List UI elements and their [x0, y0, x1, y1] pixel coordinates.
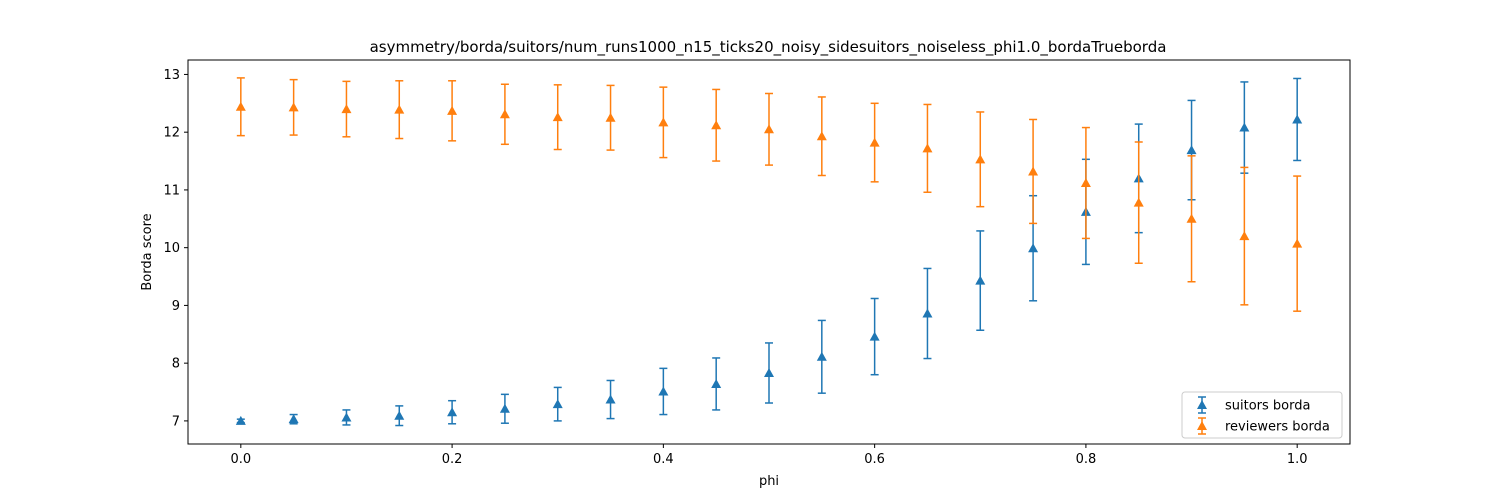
data-point-marker — [1080, 177, 1091, 187]
data-point-marker — [1239, 122, 1250, 132]
data-point-marker — [605, 394, 616, 404]
x-tick-label: 0.4 — [653, 452, 674, 467]
data-point-marker — [341, 412, 352, 422]
data-point-marker — [288, 102, 299, 112]
data-point-marker — [499, 109, 510, 119]
data-point-marker — [869, 137, 880, 147]
data-point-marker — [499, 403, 510, 413]
data-point-marker — [1186, 213, 1197, 223]
data-point-marker — [552, 112, 563, 122]
x-axis-label: phi — [759, 474, 779, 489]
data-point-marker — [1186, 145, 1197, 155]
data-point-marker — [658, 117, 669, 127]
data-point-marker — [1292, 238, 1303, 248]
data-point-marker — [764, 367, 774, 377]
chart-title: asymmetry/borda/suitors/num_runs1000_n15… — [370, 38, 1167, 57]
series-reviewers — [235, 77, 1303, 312]
series-layer — [235, 77, 1303, 427]
plot-area-frame — [187, 59, 1351, 445]
x-tick-label: 0.8 — [1076, 452, 1097, 467]
legend-box — [1181, 391, 1343, 439]
data-point-marker — [394, 410, 405, 420]
y-tick-label: 7 — [172, 414, 180, 429]
data-point-marker — [1028, 243, 1039, 253]
data-point-marker — [288, 414, 299, 424]
data-point-marker — [341, 104, 352, 114]
legend-marker — [1197, 421, 1207, 430]
data-point-marker — [816, 351, 827, 361]
data-point-marker — [235, 101, 246, 111]
x-tick-label: 0.0 — [230, 452, 251, 467]
data-point-marker — [922, 143, 933, 153]
x-tick-label: 0.2 — [442, 452, 463, 467]
y-tick-label: 10 — [163, 241, 180, 256]
y-tick-label: 9 — [172, 299, 180, 314]
y-axis: 7 8 9 10 11 12 13 — [163, 68, 188, 429]
data-point-marker — [1133, 197, 1144, 207]
data-point-marker — [235, 415, 246, 425]
data-point-marker — [605, 112, 616, 122]
y-tick-label: 13 — [163, 68, 180, 83]
x-axis: 0.0 0.2 0.4 0.6 0.8 1.0 — [230, 444, 1308, 467]
data-point-marker — [552, 399, 563, 409]
data-point-marker — [394, 104, 405, 114]
data-point-marker — [1028, 166, 1039, 176]
legend-marker — [1197, 400, 1207, 409]
data-point-marker — [975, 275, 986, 285]
data-point-marker — [1292, 114, 1303, 124]
data-point-marker — [447, 105, 458, 115]
data-point-marker — [1239, 231, 1250, 241]
data-point-marker — [869, 331, 880, 341]
data-point-marker — [711, 120, 722, 130]
data-point-marker — [922, 308, 933, 318]
data-point-marker — [711, 378, 722, 388]
data-point-marker — [658, 386, 669, 396]
y-axis-label: Borda score — [140, 213, 155, 290]
data-point-marker — [764, 124, 774, 134]
legend-label: reviewers borda — [1225, 420, 1330, 435]
data-point-marker — [816, 131, 827, 141]
x-tick-label: 0.6 — [864, 452, 885, 467]
legend-label: suitors borda — [1225, 399, 1310, 414]
y-tick-label: 12 — [163, 126, 180, 141]
x-tick-label: 1.0 — [1287, 452, 1308, 467]
y-tick-label: 8 — [172, 357, 180, 372]
y-tick-label: 11 — [163, 183, 180, 198]
legend: suitors borda reviewers borda — [1181, 391, 1343, 439]
data-point-marker — [975, 154, 986, 164]
data-point-marker — [447, 407, 458, 417]
